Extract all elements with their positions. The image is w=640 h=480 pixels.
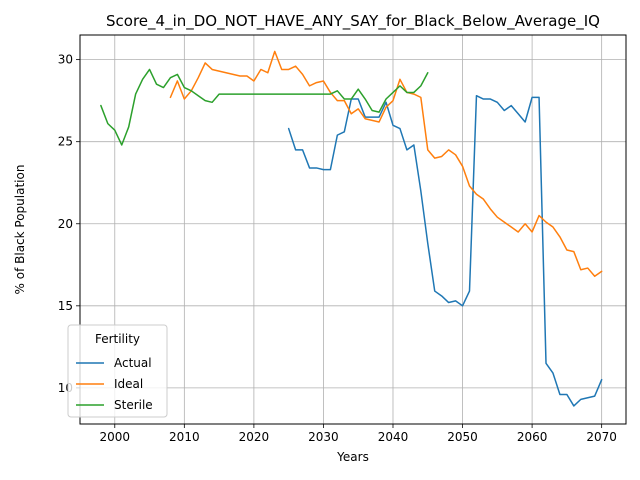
axis-ticks: 2000 2010 2020 2030 2040 2050 2060 207010152025… <box>58 53 617 444</box>
x-axis-label: Years <box>336 450 369 464</box>
series-line-actual <box>287 94 603 407</box>
chart-title: Score_4_in_DO_NOT_HAVE_ANY_SAY_for_Black… <box>106 12 600 31</box>
y-tick-label: 25 <box>58 135 73 149</box>
legend-label-actual: Actual <box>114 356 152 370</box>
x-tick-label: 2020 <box>239 430 270 444</box>
y-tick-label: 20 <box>58 217 73 231</box>
x-tick-label: 2060 <box>517 430 548 444</box>
y-axis-label: % of Black Population <box>13 165 27 295</box>
x-tick-label: 2040 <box>378 430 409 444</box>
x-tick-label: 2000 <box>100 430 131 444</box>
series-lines <box>100 50 603 407</box>
y-tick-label: 15 <box>58 299 73 313</box>
x-tick-label: 2070 <box>586 430 617 444</box>
series-line-ideal <box>169 50 603 278</box>
series-line-sterile <box>100 68 429 146</box>
x-tick-label: 2030 <box>308 430 339 444</box>
legend-label-ideal: Ideal <box>114 377 143 391</box>
legend-box <box>67 324 168 418</box>
y-tick-label: 30 <box>58 53 73 67</box>
legend: Fertility Actual Ideal Sterile <box>67 324 168 418</box>
legend-label-sterile: Sterile <box>114 398 153 412</box>
plot-frame <box>79 34 627 425</box>
x-tick-label: 2050 <box>447 430 478 444</box>
x-tick-label: 2010 <box>169 430 200 444</box>
legend-title: Fertility <box>95 332 140 346</box>
